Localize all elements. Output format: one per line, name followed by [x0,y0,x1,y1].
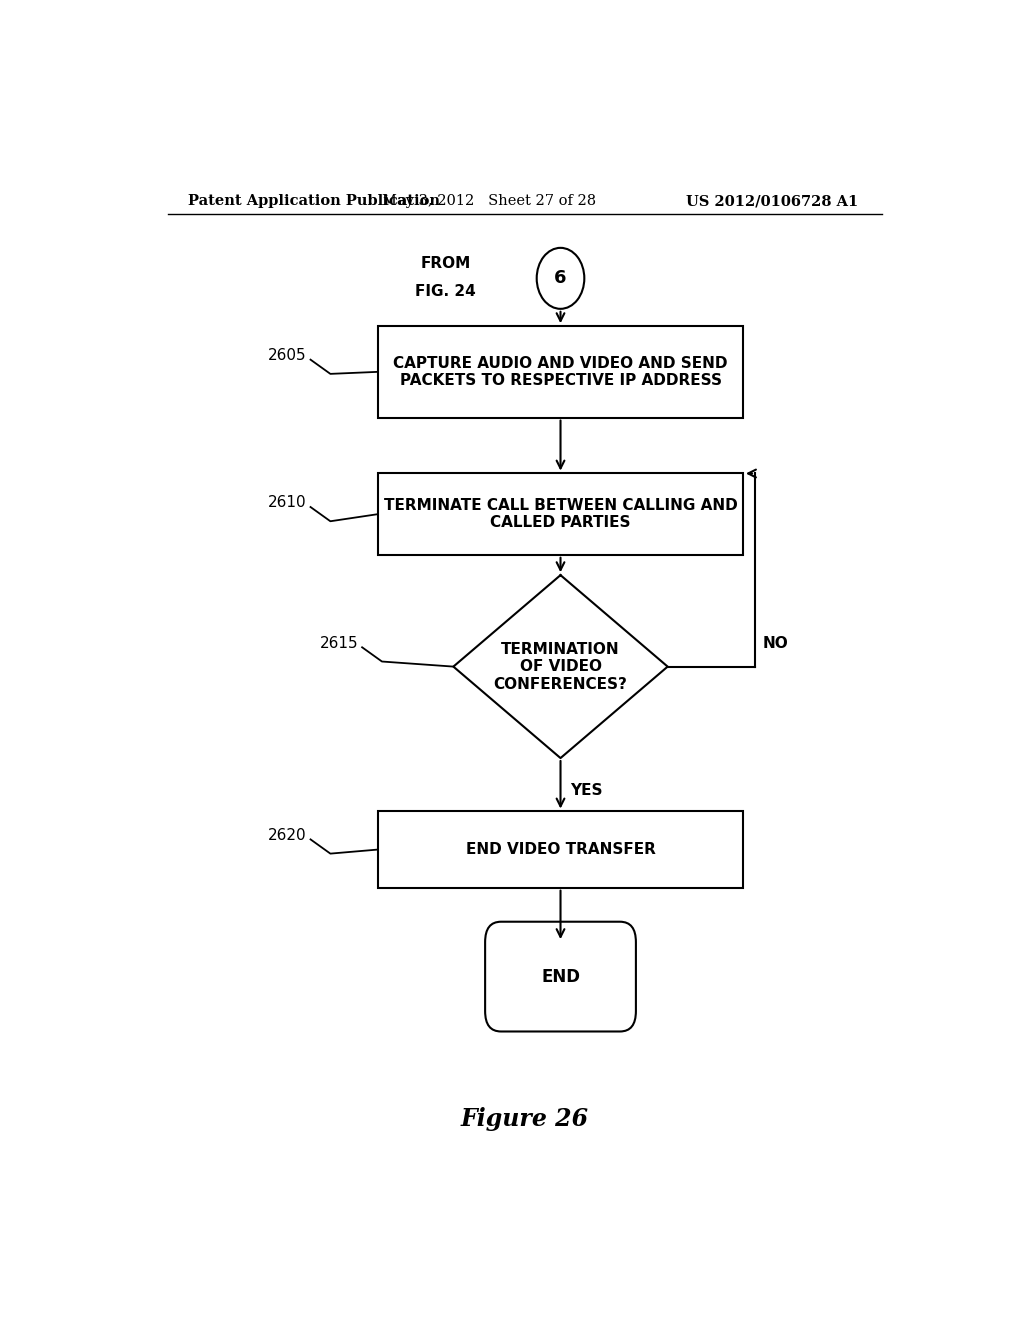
Polygon shape [454,576,668,758]
FancyBboxPatch shape [378,326,743,417]
Text: END: END [541,968,580,986]
Text: US 2012/0106728 A1: US 2012/0106728 A1 [686,194,858,209]
Text: May 3, 2012   Sheet 27 of 28: May 3, 2012 Sheet 27 of 28 [382,194,596,209]
Text: FROM: FROM [420,256,471,271]
Text: 2615: 2615 [319,636,358,651]
Text: TERMINATION
OF VIDEO
CONFERENCES?: TERMINATION OF VIDEO CONFERENCES? [494,642,628,692]
Text: 2610: 2610 [268,495,306,511]
Text: CAPTURE AUDIO AND VIDEO AND SEND
PACKETS TO RESPECTIVE IP ADDRESS: CAPTURE AUDIO AND VIDEO AND SEND PACKETS… [393,355,728,388]
Text: Figure 26: Figure 26 [461,1107,589,1131]
Text: Patent Application Publication: Patent Application Publication [187,194,439,209]
FancyBboxPatch shape [378,474,743,554]
Text: 2605: 2605 [268,348,306,363]
Text: 2620: 2620 [268,828,306,843]
Text: FIG. 24: FIG. 24 [415,284,476,300]
Text: NO: NO [763,636,788,651]
FancyBboxPatch shape [485,921,636,1031]
Circle shape [537,248,585,309]
Text: YES: YES [570,784,602,799]
Text: END VIDEO TRANSFER: END VIDEO TRANSFER [466,842,655,857]
FancyBboxPatch shape [378,812,743,887]
Text: 6: 6 [554,269,566,288]
Text: TERMINATE CALL BETWEEN CALLING AND
CALLED PARTIES: TERMINATE CALL BETWEEN CALLING AND CALLE… [384,498,737,531]
